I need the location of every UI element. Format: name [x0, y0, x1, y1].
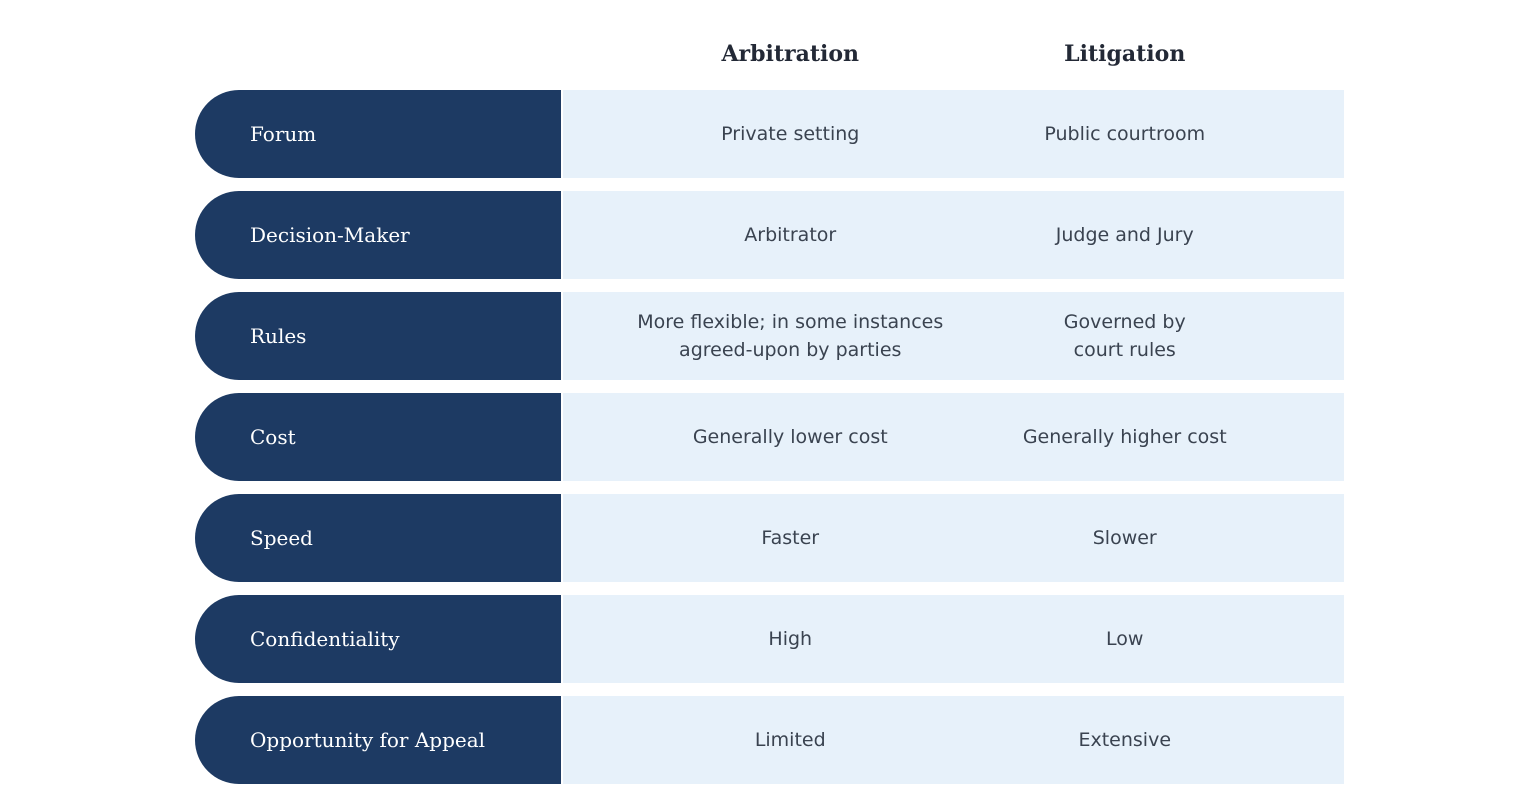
row-values: Generally lower cost Generally higher co…	[563, 393, 1344, 481]
cell-rules-arbitration: More flexible; in some instances agreed-…	[637, 311, 944, 361]
table-row-decision-maker: Decision-Maker Arbitrator Judge and Jury	[195, 191, 1344, 279]
column-header-litigation: Litigation	[1064, 41, 1186, 67]
row-values: Limited Extensive	[563, 696, 1344, 784]
cell-cost-litigation: Generally higher cost	[1022, 426, 1227, 448]
cell-decision-maker-litigation: Judge and Jury	[1055, 224, 1194, 246]
row-label-decision-maker: Decision-Maker	[195, 191, 561, 279]
row-label-speed: Speed	[195, 494, 561, 582]
table-row-opportunity-for-appeal: Opportunity for Appeal Limited Extensive	[195, 696, 1344, 784]
row-values: More flexible; in some instances agreed-…	[563, 292, 1344, 380]
cell-cost-arbitration: Generally lower cost	[692, 426, 888, 448]
table-row-rules: Rules More flexible; in some instances a…	[195, 292, 1344, 380]
row-label-cost: Cost	[195, 393, 561, 481]
table-row-speed: Speed Faster Slower	[195, 494, 1344, 582]
row-label-opportunity-for-appeal: Opportunity for Appeal	[195, 696, 561, 784]
cell-speed-litigation: Slower	[1092, 527, 1157, 549]
row-values: Arbitrator Judge and Jury	[563, 191, 1344, 279]
table-header: Arbitration Litigation	[195, 0, 1344, 90]
table-row-cost: Cost Generally lower cost Generally high…	[195, 393, 1344, 481]
row-values: High Low	[563, 595, 1344, 683]
comparison-table: Arbitration Litigation Forum Private set…	[195, 0, 1344, 797]
row-values: Private setting Public courtroom	[563, 90, 1344, 178]
cell-speed-arbitration: Faster	[761, 527, 820, 549]
cell-forum-litigation: Public courtroom	[1044, 123, 1206, 145]
row-label-rules: Rules	[195, 292, 561, 380]
cell-opportunity-for-appeal-arbitration: Limited	[754, 729, 826, 751]
cell-rules-litigation: Governed by court rules	[1063, 311, 1186, 361]
cell-confidentiality-litigation: Low	[1106, 628, 1144, 650]
row-label-confidentiality: Confidentiality	[195, 595, 561, 683]
cell-decision-maker-arbitration: Arbitrator	[744, 224, 837, 246]
column-header-arbitration: Arbitration	[721, 41, 860, 67]
table-row-confidentiality: Confidentiality High Low	[195, 595, 1344, 683]
cell-forum-arbitration: Private setting	[721, 123, 860, 145]
cell-confidentiality-arbitration: High	[768, 628, 813, 650]
row-values: Faster Slower	[563, 494, 1344, 582]
cell-opportunity-for-appeal-litigation: Extensive	[1078, 729, 1172, 751]
table-row-forum: Forum Private setting Public courtroom	[195, 90, 1344, 178]
row-label-forum: Forum	[195, 90, 561, 178]
